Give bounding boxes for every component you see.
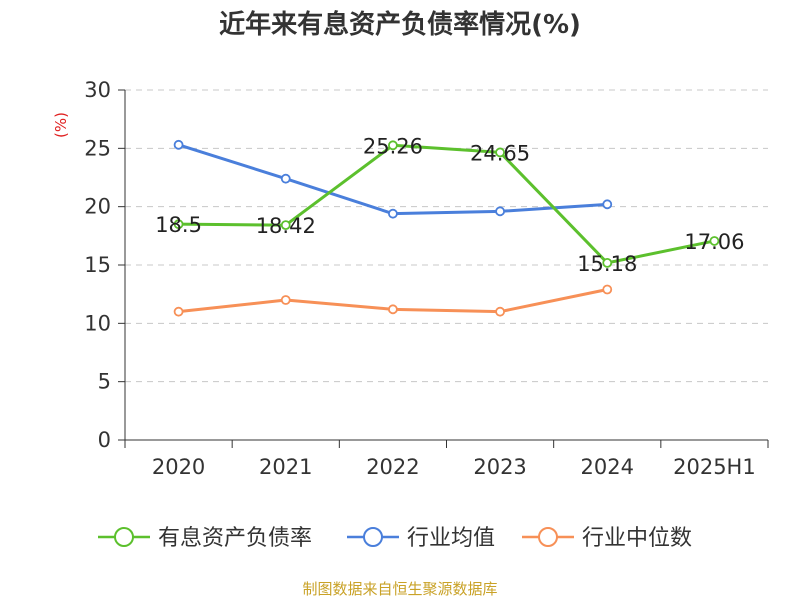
y-tick-label: 30	[84, 78, 111, 102]
x-tick-label: 2025H1	[673, 455, 756, 479]
series-point-1	[495, 206, 505, 217]
series-point-1	[602, 199, 613, 210]
x-tick-label: 2022	[366, 455, 419, 479]
series-point-2	[173, 306, 184, 317]
y-tick-label: 25	[84, 136, 111, 160]
chart-title: 近年来有息资产负债率情况(%)	[219, 9, 581, 40]
y-tick-label: 15	[84, 253, 111, 277]
series-point-1	[173, 139, 184, 150]
legend-label-1: 行业均值	[407, 526, 495, 551]
series-point-1	[280, 173, 291, 184]
y-tick-label: 0	[98, 428, 111, 452]
series-point-2	[388, 304, 398, 315]
series-point-0	[709, 236, 720, 246]
data-label: 18.42	[256, 214, 316, 238]
series-point-2	[602, 284, 613, 295]
y-tick-label: 10	[84, 311, 111, 335]
data-label: 15.18	[577, 252, 637, 276]
legend-label-2: 行业中位数	[582, 526, 692, 551]
data-labels: 18.5 18.42 25.26 24.65 15.18 17.06	[155, 134, 744, 276]
series-point-0	[280, 220, 291, 231]
series-point-2	[495, 306, 505, 317]
legend-label-0: 有息资产负债率	[158, 526, 312, 551]
y-tick-label: 20	[84, 195, 111, 219]
legend-marker-0	[114, 527, 134, 547]
series-point-0	[388, 140, 398, 151]
x-tick-label: 2024	[581, 455, 634, 479]
series-lines	[173, 139, 720, 317]
legend-marker-1	[363, 527, 383, 547]
y-tick-label: 5	[98, 370, 111, 394]
series-point-0	[173, 219, 184, 230]
legend: 有息资产负债率 行业均值 行业中位数	[98, 526, 692, 551]
y-axis-unit: (%)	[52, 112, 70, 138]
series-point-0	[495, 147, 505, 158]
source-note: 制图数据来自恒生聚源数据库	[302, 580, 497, 598]
series-line-0	[178, 143, 715, 265]
series-point-0	[602, 257, 613, 268]
data-label: 25.26	[363, 134, 423, 158]
grid-lines	[125, 89, 768, 383]
data-label: 18.5	[155, 213, 202, 237]
x-tick-label: 2021	[259, 455, 312, 479]
data-label: 24.65	[470, 141, 530, 165]
series-point-2	[280, 295, 291, 305]
axes: 0 5 10 15 20 25 30 2020 2021 2022 2023 2024 2025H1	[84, 78, 769, 479]
legend-marker-2	[538, 527, 558, 547]
x-tick-label: 2023	[473, 455, 526, 479]
series-point-1	[388, 208, 398, 219]
data-label: 17.06	[684, 230, 744, 254]
x-tick-label: 2020	[152, 455, 205, 479]
